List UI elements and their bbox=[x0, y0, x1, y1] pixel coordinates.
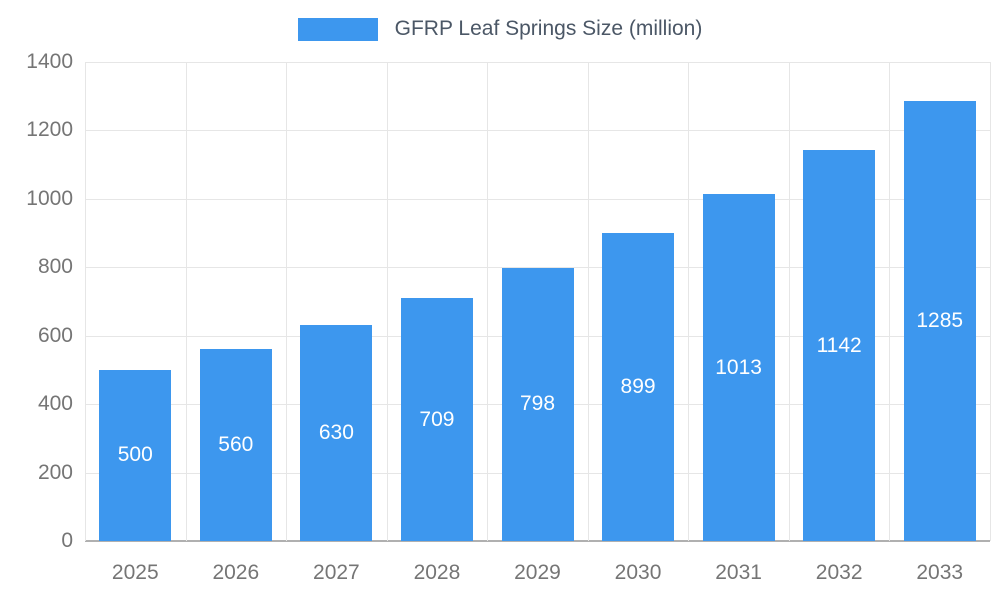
x-tick-label: 2030 bbox=[614, 561, 662, 584]
bar-value-label: 798 bbox=[519, 392, 556, 416]
bar-value-label: 1013 bbox=[715, 355, 762, 379]
h-gridline bbox=[85, 130, 990, 132]
bar-2025 bbox=[99, 369, 172, 541]
x-axis-line bbox=[85, 540, 990, 542]
bar-2028 bbox=[400, 298, 473, 541]
bar-2026 bbox=[199, 349, 272, 541]
y-tick-label: 1000 bbox=[26, 186, 73, 210]
x-tick-label: 2028 bbox=[413, 561, 461, 584]
y-tick-label: 1200 bbox=[26, 118, 73, 142]
y-tick-label: 400 bbox=[37, 392, 73, 416]
y-tick-label: 800 bbox=[37, 255, 73, 279]
y-tick-label: 1400 bbox=[26, 50, 73, 73]
bar-value-label: 560 bbox=[218, 433, 254, 457]
x-tick-label: 2029 bbox=[514, 561, 561, 584]
bar-2029 bbox=[501, 267, 574, 541]
v-gridline bbox=[990, 62, 991, 541]
x-tick-label: 2033 bbox=[916, 561, 964, 584]
bar-value-label: 1285 bbox=[916, 309, 964, 333]
bar-2033 bbox=[903, 101, 976, 541]
v-gridline bbox=[386, 62, 388, 541]
v-gridline bbox=[85, 62, 86, 541]
bar-value-label: 1142 bbox=[816, 333, 862, 357]
bar-2030 bbox=[602, 233, 675, 541]
h-gridline bbox=[85, 267, 990, 269]
x-tick-label: 2025 bbox=[111, 561, 159, 584]
bar-value-label: 709 bbox=[419, 407, 455, 431]
v-gridline bbox=[185, 62, 187, 541]
h-gridline bbox=[85, 62, 990, 63]
legend-swatch bbox=[297, 17, 378, 41]
bar-2027 bbox=[300, 325, 373, 541]
y-tick-label: 0 bbox=[61, 529, 73, 552]
legend-label: GFRP Leaf Springs Size (million) bbox=[394, 17, 703, 40]
v-gridline bbox=[487, 62, 489, 541]
x-tick-label: 2032 bbox=[815, 561, 863, 584]
v-gridline bbox=[286, 62, 288, 541]
chart-legend: GFRP Leaf Springs Size (million) bbox=[0, 17, 1000, 41]
bar-2032 bbox=[803, 150, 876, 541]
v-gridline bbox=[788, 62, 790, 541]
bar-value-label: 899 bbox=[620, 375, 656, 399]
x-tick-label: 2027 bbox=[313, 561, 360, 584]
y-tick-label: 200 bbox=[37, 460, 73, 484]
v-gridline bbox=[889, 62, 891, 541]
y-tick-label: 600 bbox=[37, 323, 73, 347]
x-tick-label: 2031 bbox=[715, 561, 762, 584]
v-gridline bbox=[688, 62, 690, 541]
bar-value-label: 630 bbox=[318, 421, 354, 445]
v-gridline bbox=[587, 62, 589, 541]
x-tick-label: 2026 bbox=[212, 561, 260, 584]
bar-2031 bbox=[702, 194, 775, 541]
bar-value-label: 500 bbox=[117, 443, 153, 467]
h-gridline bbox=[85, 198, 990, 200]
